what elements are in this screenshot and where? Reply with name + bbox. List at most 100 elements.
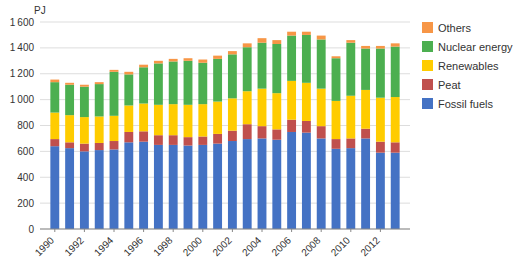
- bar-segment: [332, 56, 341, 58]
- legend: OthersNuclear energyRenewablesPeatFossil…: [422, 22, 513, 110]
- y-tick-label: 1 000: [10, 94, 35, 105]
- y-tick-label: 1 200: [10, 68, 35, 79]
- x-tick: [291, 229, 292, 232]
- series: [50, 132, 399, 229]
- x-tick: [350, 229, 351, 232]
- bar-segment: [258, 138, 267, 229]
- bar-segment: [124, 74, 133, 105]
- bar-segment: [198, 136, 207, 144]
- bar-segment: [80, 85, 89, 87]
- bar-segment: [272, 44, 281, 93]
- bar-segment: [50, 113, 59, 140]
- bar-segment: [198, 145, 207, 229]
- bar-segment: [154, 145, 163, 229]
- bar-segment: [65, 83, 74, 85]
- bar-segment: [198, 63, 207, 104]
- bar-segment: [243, 124, 252, 139]
- bar-segment: [391, 142, 400, 152]
- bar-segment: [376, 98, 385, 142]
- bar-segment: [243, 43, 252, 47]
- bar-segment: [184, 61, 193, 105]
- bar-segment: [361, 138, 370, 229]
- bar-segment: [80, 117, 89, 144]
- x-tick-label: 2010: [329, 234, 353, 258]
- bar-segment: [376, 153, 385, 229]
- bar-segment: [361, 90, 370, 129]
- bar-segment: [213, 134, 222, 144]
- bar-segment: [332, 149, 341, 229]
- bar-segment: [272, 93, 281, 129]
- bar-segment: [110, 70, 119, 72]
- legend-swatch: [422, 98, 433, 109]
- bar-segment: [184, 105, 193, 137]
- y-tick-label: 1 400: [10, 42, 35, 53]
- series: [50, 35, 399, 117]
- bar-segment: [198, 60, 207, 63]
- bar-segment: [287, 132, 296, 229]
- x-tick-label: 2000: [181, 234, 205, 258]
- bar-segment: [287, 81, 296, 120]
- bar-segment: [139, 67, 148, 103]
- y-axis: 02004006008001 0001 2001 4001 600: [10, 17, 410, 235]
- legend-swatch: [422, 22, 433, 33]
- legend-label: Nuclear energy: [438, 41, 513, 53]
- x-tick: [202, 229, 203, 232]
- bar-segment: [228, 131, 237, 141]
- bar-segment: [332, 139, 341, 149]
- x-tick-label: 2006: [270, 234, 294, 258]
- bar-segment: [391, 97, 400, 142]
- bars: [50, 32, 399, 229]
- legend-label: Fossil fuels: [438, 98, 494, 110]
- x-tick: [84, 229, 85, 232]
- x-tick: [321, 229, 322, 232]
- bar-segment: [169, 145, 178, 229]
- bar-segment: [346, 40, 355, 43]
- x-tick-label: 1990: [33, 234, 57, 258]
- x-tick: [380, 229, 381, 232]
- bar-segment: [95, 82, 104, 84]
- bar-segment: [184, 137, 193, 145]
- bar-segment: [243, 91, 252, 124]
- bar-segment: [287, 36, 296, 81]
- x-tick-label: 1998: [151, 234, 175, 258]
- bar-segment: [317, 126, 326, 138]
- x-tick: [262, 229, 263, 232]
- legend-swatch: [422, 60, 433, 71]
- bar-segment: [50, 139, 59, 146]
- bar-segment: [154, 105, 163, 135]
- bar-segment: [95, 116, 104, 143]
- y-axis-label: PJ: [34, 5, 46, 16]
- bar-segment: [258, 38, 267, 43]
- bar-segment: [95, 84, 104, 116]
- bar-segment: [184, 146, 193, 229]
- bar-segment: [139, 142, 148, 229]
- bar-segment: [124, 72, 133, 75]
- bar-segment: [169, 135, 178, 145]
- x-tick: [232, 229, 233, 232]
- bar-segment: [139, 104, 148, 132]
- bar-segment: [80, 151, 89, 229]
- bar-segment: [65, 85, 74, 115]
- bar-segment: [228, 54, 237, 98]
- bar-segment: [317, 138, 326, 229]
- bar-segment: [302, 83, 311, 121]
- bar-segment: [361, 49, 370, 90]
- bar-segment: [50, 146, 59, 229]
- bar-segment: [317, 36, 326, 40]
- x-tick-label: 2004: [240, 234, 264, 258]
- legend-swatch: [422, 79, 433, 90]
- bar-segment: [258, 43, 267, 89]
- x-axis: 1990199219941996199820002002200420062008…: [33, 229, 410, 258]
- y-tick-label: 1 600: [10, 17, 35, 28]
- bar-segment: [228, 98, 237, 130]
- bar-segment: [139, 65, 148, 68]
- bar-segment: [228, 141, 237, 229]
- bar-segment: [346, 43, 355, 96]
- bar-segment: [391, 43, 400, 46]
- bar-segment: [213, 144, 222, 229]
- x-tick: [54, 229, 55, 232]
- bar-segment: [50, 82, 59, 112]
- bar-segment: [332, 101, 341, 139]
- y-tick-label: 400: [17, 172, 34, 183]
- bar-segment: [95, 143, 104, 150]
